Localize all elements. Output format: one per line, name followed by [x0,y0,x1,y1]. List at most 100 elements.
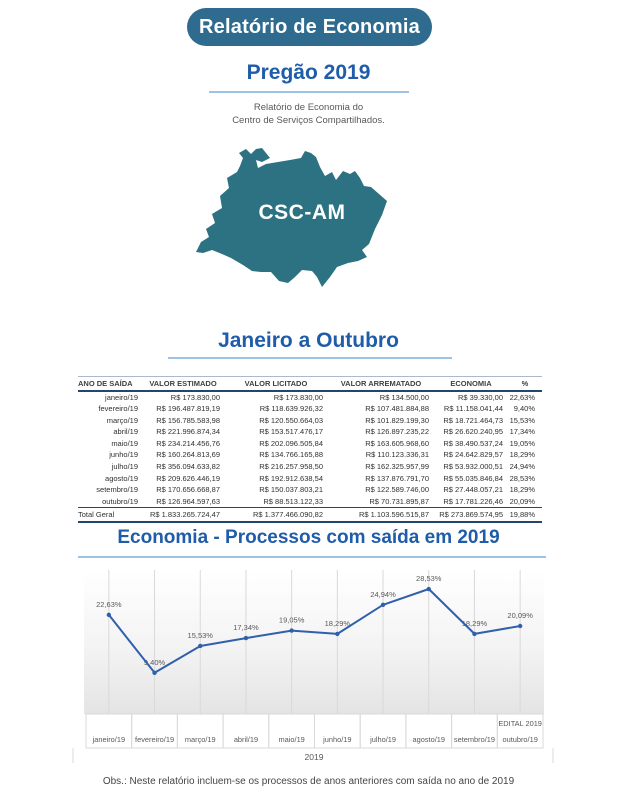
table-total-cell: R$ 1.103.596.515,87 [358,510,429,520]
table-cell: maio/19 [111,438,138,448]
economy-series-line [107,588,522,674]
table-cell: R$ 17.781.226,46 [443,496,503,506]
table-cell: 18,29% [509,450,535,460]
table-cell: R$ 150.037.803,21 [259,485,323,495]
table-cell: R$ 38.490.537,24 [443,438,503,448]
table-total-cell: Total Geral [78,510,115,520]
table-cell: R$ 110.123.336,31 [365,450,429,460]
axis-category-label: abril/19 [234,735,258,744]
table-cell: agosto/19 [105,473,138,483]
footer-note: Obs.: Neste relatório incluem-se os proc… [102,776,515,787]
table-cell: 24,94% [509,462,535,472]
axis-edital-label: EDITAL 2019 [498,719,542,728]
table-cell: abril/19 [113,427,138,437]
data-point-label: 22,63% [96,600,122,609]
table-total-cell: R$ 1.377.466.090,82 [252,510,323,520]
column-header: VALOR ARREMATADO [340,378,422,388]
data-point-label: 28,53% [416,574,442,583]
table-total-row: Total Geral R$ 1.833.265.724,47 R$ 1.377.4… [78,507,542,523]
table-cell: R$ 356.094.633,82 [156,462,220,472]
table-cell: janeiro/19 [105,392,138,402]
table-cell: R$ 216.257.958,50 [259,462,323,472]
economy-table-foot: Total Geral R$ 1.833.265.724,47 R$ 1.377.4… [78,507,542,523]
table-cell: R$ 134.500,00 [379,392,429,402]
table-cell: R$ 156.785.583,98 [156,415,220,425]
table-row: agosto/19 R$ 209.626.446,19 R$ 192.912.638… [78,473,542,485]
table-cell: julho/19 [111,462,138,472]
economy-table-body: janeiro/19 R$ 173.830,00 R$ 173.830,00 R$ 1… [78,391,542,508]
table-cell: R$ 88.513.122,33 [263,496,323,506]
data-point-label: 19,05% [279,616,305,625]
table-cell: fevereiro/19 [98,404,138,414]
table-cell: R$ 11.158.041,44 [443,404,503,414]
table-cell: R$ 202.096.505,84 [259,438,323,448]
data-point-label: 17,34% [233,623,259,632]
data-point-marker [106,612,112,618]
table-cell: R$ 163.605.968,60 [365,438,429,448]
axis-category-label: maio/19 [279,735,305,744]
amazonas-map: CSC-AM [196,148,387,287]
section-title-underline [168,357,452,359]
data-point-marker [517,623,523,629]
table-cell: R$ 70.731.895,87 [369,496,429,506]
table-cell: R$ 118.639.926,32 [259,404,323,414]
economy-chart: 22,63% 9,40% 15,53% 17,34% 19,05% 18,29% 24,94… [72,570,554,763]
page-subtitle: Relatório de Economia do Centro de Servi… [0,102,617,127]
table-cell: R$ 126.897.235,22 [365,427,429,437]
table-cell: R$ 153.517.476,17 [259,427,323,437]
table-cell: R$ 27.448.057,21 [443,485,503,495]
table-cell: R$ 137.876.791,70 [365,473,429,483]
data-point-label: 15,53% [188,631,214,640]
table-cell: R$ 18.721.464,73 [443,415,503,425]
data-point-label: 18,29% [325,619,351,628]
report-header-pill: Relatório de Economia [187,8,432,46]
table-cell: R$ 170.656.668,87 [156,485,220,495]
table-cell: 20,09% [509,496,535,506]
axis-category-label: fevereiro/19 [135,735,174,744]
table-row: outubro/19 R$ 126.964.597,63 R$ 88.513.122… [78,496,542,508]
data-point-label: 18,29% [462,619,488,628]
table-cell: 18,29% [509,485,535,495]
table-cell: R$ 221.996.874,34 [156,427,220,437]
data-point-marker [426,586,431,592]
section-title: Janeiro a Outubro [218,329,399,352]
table-cell: 28,53% [509,473,535,483]
column-header: VALOR LICITADO [244,378,308,388]
plot-area [84,570,544,714]
table-cell: 19,05% [509,438,535,448]
data-point-marker [472,631,477,637]
table-row: março/19 R$ 156.785.583,98 R$ 120.550.664,… [78,415,542,427]
economy-table-head: ANO DE SAÍDA VALOR ESTIMADO VALOR LICITADO… [78,376,542,391]
table-header-row: ANO DE SAÍDA VALOR ESTIMADO VALOR LICITADO… [78,376,542,391]
data-point-label: 9,40% [144,658,166,667]
table-cell: 9,40% [513,404,535,414]
table-cell: R$ 134.766.165,88 [259,450,323,460]
axis-group-label: 2019 [305,752,324,762]
data-point-marker [243,635,249,641]
column-header: ECONOMIA [450,378,492,388]
economy-table: ANO DE SAÍDA VALOR ESTIMADO VALOR LICITADO… [78,376,542,523]
axis-category-label: outubro/19 [502,735,537,744]
table-cell: R$ 24.642.829,57 [443,450,503,460]
table-cell: R$ 26.620.240,95 [443,427,503,437]
table-cell: 22,63% [509,392,535,402]
column-header: % [521,378,529,388]
chart-title: Economia - Processos com saída em 2019 [117,527,500,548]
data-point-label: 20,09% [507,611,533,620]
table-cell: 15,53% [509,415,535,425]
table-cell: R$ 196.487.819,19 [156,404,220,414]
data-point-marker [152,670,157,676]
table-cell: R$ 160.264.813,69 [156,450,220,460]
table-cell: setembro/19 [96,485,138,495]
table-total-cell: R$ 1.833.265.724,47 [149,510,220,520]
axis-category-label: março/19 [185,735,216,744]
table-cell: 17,34% [509,427,535,437]
page-title-underline [209,91,409,93]
column-header: ANO DE SAÍDA [78,378,133,388]
table-cell: outubro/19 [102,496,138,506]
axis-category-label: janeiro/19 [92,735,125,744]
data-point-marker [198,643,203,649]
table-cell: R$ 107.481.884,88 [365,404,429,414]
data-point-marker [380,602,386,607]
axis-category-label: setembro/19 [454,735,495,744]
